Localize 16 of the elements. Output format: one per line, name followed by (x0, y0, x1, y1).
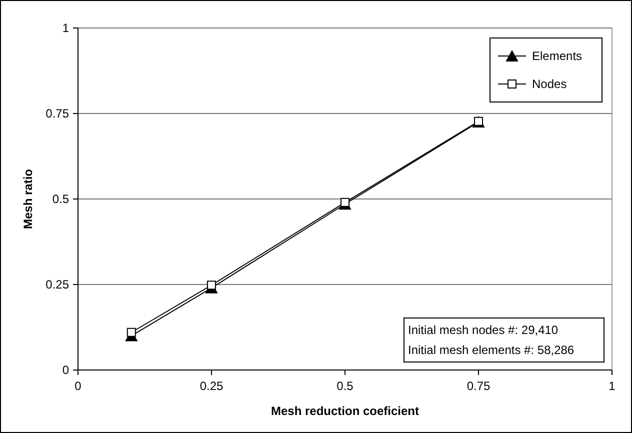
y-tick-label: 1 (62, 21, 70, 36)
x-tick-label: 0 (74, 379, 82, 393)
x-tick-label: 0.75 (466, 379, 490, 393)
x-tick-label: 0.5 (336, 379, 354, 393)
y-axis-title: Mesh ratio (21, 168, 35, 230)
annotation: Initial mesh elements #: 58,286 (408, 343, 574, 357)
x-tick-label: 1 (608, 379, 616, 393)
y-tick-label: 0.75 (46, 106, 70, 121)
x-tick-label: 0.25 (200, 379, 224, 393)
x-axis-title: Mesh reduction coeficient (270, 404, 420, 418)
legend-label: Nodes (532, 77, 567, 92)
y-tick-label: 0 (62, 363, 70, 378)
y-tick-label: 0.25 (46, 278, 70, 292)
y-tick-label: 0.5 (52, 192, 70, 206)
legend-label: Elements (532, 49, 582, 64)
annotation: Initial mesh nodes #: 29,410 (408, 323, 558, 337)
